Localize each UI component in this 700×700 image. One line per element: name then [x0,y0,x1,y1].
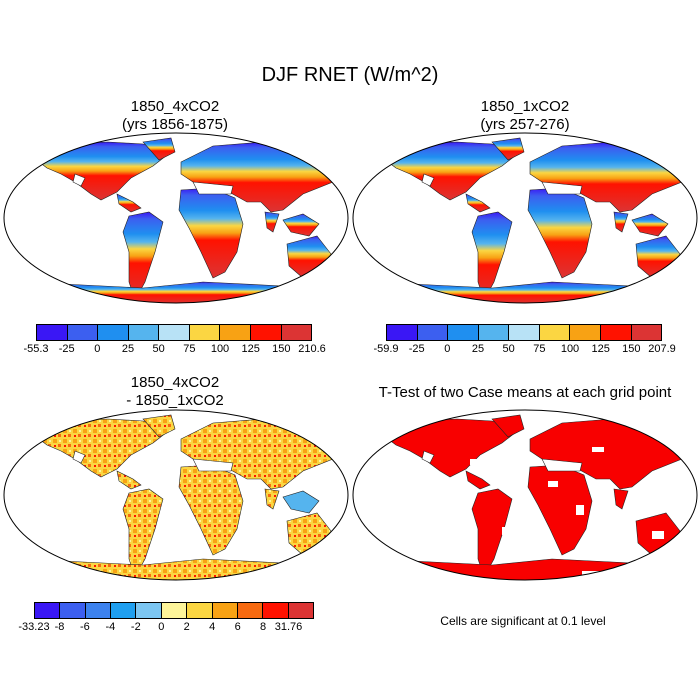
colorbar-label: -6 [80,621,90,633]
panel-4-title: T-Test of two Case means at each grid po… [352,384,698,402]
colorbar-swatch [60,603,86,618]
colorbar-label: 25 [471,343,485,355]
panel-1-colorbar: -55.3 -25 0 25 50 75 100 125 150 210.6 [23,324,326,357]
colorbar-label: 8 [260,621,267,633]
colorbar-label: 0 [94,343,101,355]
colorbar-swatch [187,603,213,618]
panel-2-map [352,132,698,304]
panel-1-map [3,132,349,304]
colorbar-label: 50 [152,343,165,355]
panel-2-colorbar-labels: -59.9 -25 0 25 50 75 100 125 150 207.9 [373,343,675,357]
panel-3-colorbar: -33.23 -8 -6 -4 -2 0 2 4 6 8 31.76 [18,602,314,635]
panel-3-map-svg [3,409,349,581]
colorbar-label: 207.9 [648,343,676,355]
colorbar-swatch [220,325,251,340]
panel-3-title-line2: - 1850_1xCO2 [126,392,224,409]
colorbar-label: -25 [408,343,425,355]
panel-3-title: 1850_4xCO2 - 1850_1xCO2 [2,374,348,410]
colorbar-swatch [478,325,510,340]
panel-1-title-line2: (yrs 1856-1875) [122,116,228,133]
colorbar-swatch [509,325,540,340]
panel-4-title-line1: T-Test of two Case means at each grid po… [378,384,672,401]
colorbar-label: 75 [183,343,196,355]
colorbar-label: 0 [158,621,165,633]
colorbar-swatch [288,603,313,618]
colorbar-swatch [161,603,188,618]
colorbar-swatch [85,603,112,618]
colorbar-label: -4 [105,621,116,633]
colorbar-label: 0 [444,343,451,355]
colorbar-label: -25 [58,343,75,355]
colorbar-label: 2 [183,621,190,633]
colorbar-swatch [250,325,282,340]
colorbar-swatch [159,325,190,340]
panel-1-map-svg [3,132,349,304]
colorbar-label: -8 [54,621,65,633]
colorbar-label: -33.23 [18,621,50,633]
panel-2-title-line1: 1850_1xCO2 [480,98,570,115]
colorbar-label: -2 [130,621,141,633]
colorbar-label: -55.3 [23,343,49,355]
panel-1-colorbar-boxes [36,324,312,341]
colorbar-label: -59.9 [373,343,399,355]
colorbar-label: 31.76 [274,621,303,633]
colorbar-swatch [237,603,264,618]
colorbar-label: 150 [622,343,641,355]
colorbar-swatch [631,325,662,340]
colorbar-swatch [67,325,99,340]
colorbar-swatch [37,325,68,340]
colorbar-swatch [600,325,632,340]
colorbar-label: 125 [241,343,260,355]
colorbar-swatch [417,325,449,340]
colorbar-label: 4 [209,621,216,633]
panel-2-colorbar-boxes [386,324,662,341]
colorbar-swatch [539,325,571,340]
colorbar-label: 100 [210,343,230,355]
colorbar-label: 100 [560,343,580,355]
colorbar-swatch [263,603,289,618]
colorbar-label: 75 [533,343,546,355]
colorbar-swatch [281,325,312,340]
panel-2-colorbar: -59.9 -25 0 25 50 75 100 125 150 207.9 [373,324,676,357]
colorbar-swatch [136,603,162,618]
panel-3-title-line1: 1850_4xCO2 [130,374,220,391]
panel-1-title: 1850_4xCO2 (yrs 1856-1875) [2,98,348,134]
panel-3-colorbar-boxes [34,602,314,619]
panel-4-map-svg [352,409,698,581]
colorbar-swatch [98,325,129,340]
colorbar-label: 150 [272,343,291,355]
colorbar-swatch [387,325,418,340]
panel-4-map [352,409,698,581]
colorbar-swatch [35,603,61,618]
colorbar-swatch [448,325,479,340]
colorbar-swatch [128,325,160,340]
panel-2-title: 1850_1xCO2 (yrs 257-276) [352,98,698,134]
colorbar-swatch [212,603,238,618]
colorbar-swatch [189,325,221,340]
colorbar-swatch [111,603,137,618]
colorbar-label: 125 [591,343,610,355]
colorbar-label: 50 [502,343,515,355]
colorbar-label: 25 [121,343,135,355]
figure-title: DJF RNET (W/m^2) [261,64,439,86]
panel-2-map-svg [352,132,698,304]
colorbar-label: 210.6 [298,343,326,355]
panel-3-map [3,409,349,581]
panel-1-colorbar-labels: -55.3 -25 0 25 50 75 100 125 150 210.6 [23,343,325,357]
panel-1-title-line1: 1850_4xCO2 [130,98,220,115]
colorbar-swatch [570,325,601,340]
colorbar-label: 6 [234,621,241,633]
panel-2-title-line2: (yrs 257-276) [480,116,570,133]
panel-3-colorbar-labels: -33.23 -8 -6 -4 -2 0 2 4 6 8 31.76 [18,621,314,635]
significance-note: Cells are significant at 0.1 level [440,614,606,628]
